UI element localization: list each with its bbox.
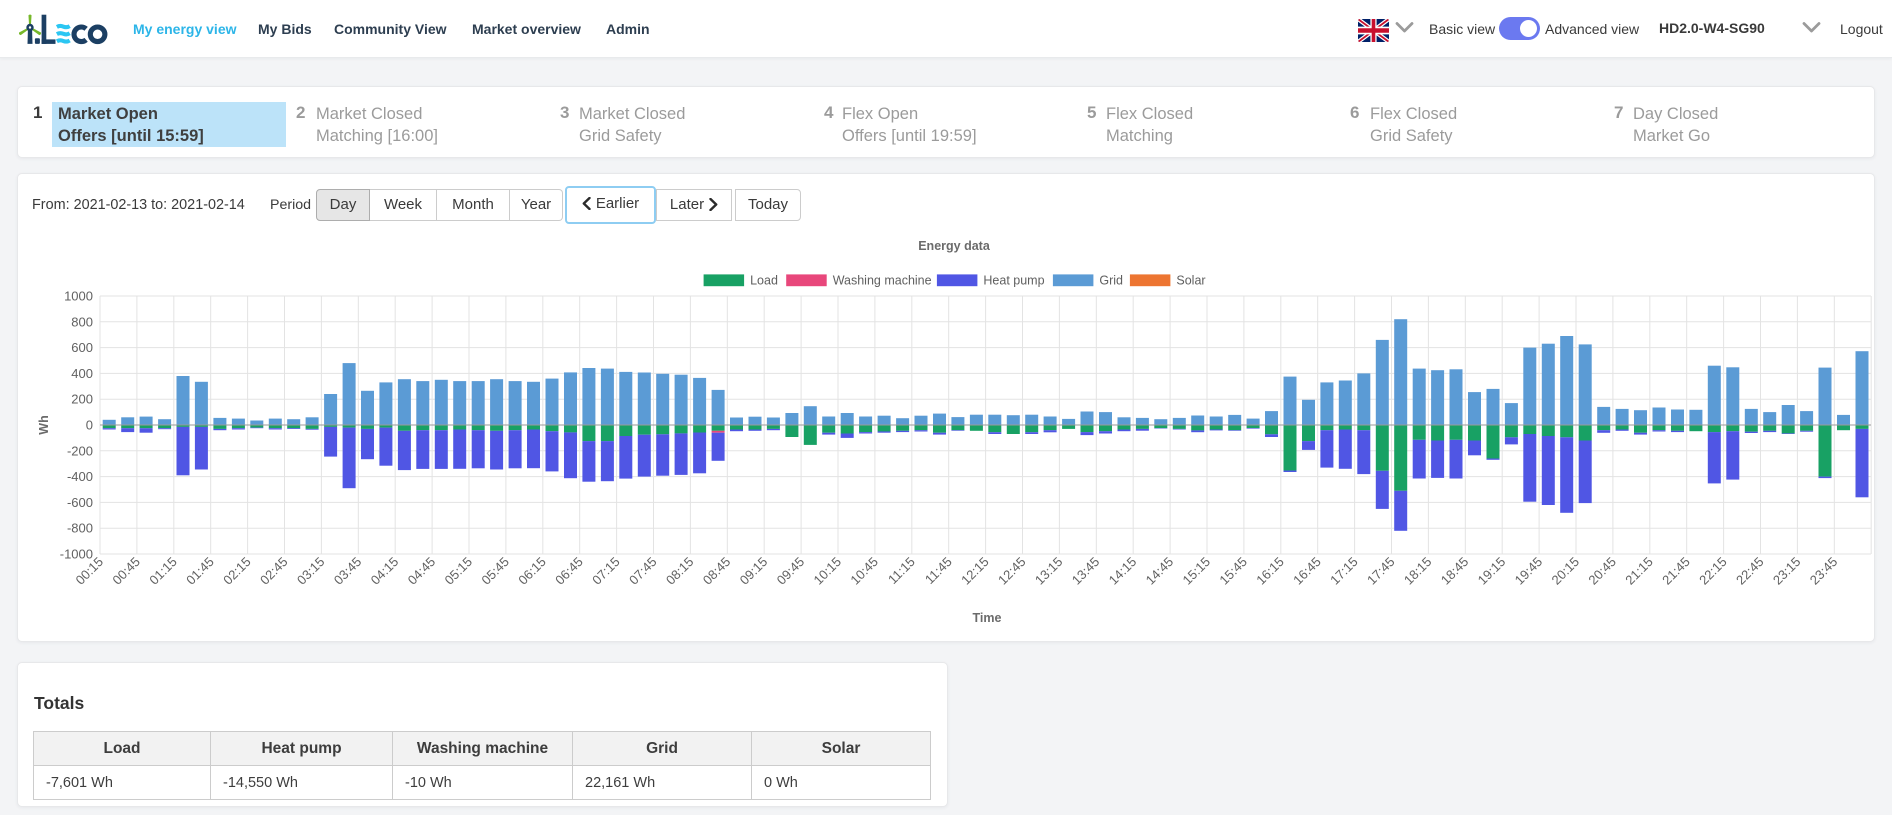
svg-text:18:45: 18:45 xyxy=(1438,554,1472,588)
svg-text:Time: Time xyxy=(973,611,1002,625)
svg-text:06:15: 06:15 xyxy=(515,554,549,588)
svg-text:17:15: 17:15 xyxy=(1327,554,1361,588)
svg-text:03:45: 03:45 xyxy=(331,554,365,588)
svg-text:600: 600 xyxy=(71,340,93,355)
svg-text:18:15: 18:15 xyxy=(1401,554,1435,588)
svg-text:-200: -200 xyxy=(67,443,93,458)
svg-text:14:45: 14:45 xyxy=(1143,554,1177,588)
svg-text:17:45: 17:45 xyxy=(1364,554,1398,588)
svg-text:Heat pump: Heat pump xyxy=(983,274,1044,288)
svg-text:-1000: -1000 xyxy=(60,547,93,562)
svg-text:23:45: 23:45 xyxy=(1807,554,1841,588)
svg-text:Wh: Wh xyxy=(37,415,51,434)
svg-text:-400: -400 xyxy=(67,469,93,484)
svg-text:01:45: 01:45 xyxy=(183,554,217,588)
svg-text:06:45: 06:45 xyxy=(552,554,586,588)
svg-text:23:15: 23:15 xyxy=(1770,554,1804,588)
svg-text:200: 200 xyxy=(71,392,93,407)
svg-text:19:45: 19:45 xyxy=(1512,554,1546,588)
svg-text:Solar: Solar xyxy=(1176,274,1205,288)
svg-text:09:15: 09:15 xyxy=(737,554,771,588)
svg-text:15:45: 15:45 xyxy=(1216,554,1250,588)
svg-text:22:45: 22:45 xyxy=(1733,554,1767,588)
svg-text:14:15: 14:15 xyxy=(1106,554,1140,588)
svg-text:02:45: 02:45 xyxy=(257,554,291,588)
svg-text:09:45: 09:45 xyxy=(774,554,808,588)
svg-text:-600: -600 xyxy=(67,495,93,510)
svg-text:Washing machine: Washing machine xyxy=(833,274,932,288)
svg-text:10:15: 10:15 xyxy=(811,554,845,588)
svg-text:13:45: 13:45 xyxy=(1069,554,1103,588)
svg-text:19:15: 19:15 xyxy=(1475,554,1509,588)
svg-text:08:45: 08:45 xyxy=(700,554,734,588)
svg-text:22:15: 22:15 xyxy=(1696,554,1730,588)
svg-text:00:45: 00:45 xyxy=(109,554,143,588)
svg-text:Load: Load xyxy=(750,274,778,288)
svg-text:08:15: 08:15 xyxy=(663,554,697,588)
svg-text:03:15: 03:15 xyxy=(294,554,328,588)
svg-text:21:15: 21:15 xyxy=(1622,554,1656,588)
svg-text:400: 400 xyxy=(71,366,93,381)
svg-text:12:45: 12:45 xyxy=(995,554,1029,588)
svg-text:1000: 1000 xyxy=(64,289,93,304)
svg-text:20:15: 20:15 xyxy=(1549,554,1583,588)
svg-text:07:45: 07:45 xyxy=(626,554,660,588)
svg-text:-800: -800 xyxy=(67,521,93,536)
svg-text:07:15: 07:15 xyxy=(589,554,623,588)
svg-text:16:15: 16:15 xyxy=(1253,554,1287,588)
svg-text:16:45: 16:45 xyxy=(1290,554,1324,588)
svg-text:04:15: 04:15 xyxy=(368,554,402,588)
svg-text:11:15: 11:15 xyxy=(885,554,918,587)
svg-text:05:15: 05:15 xyxy=(442,554,476,588)
svg-text:20:45: 20:45 xyxy=(1585,554,1619,588)
svg-text:0: 0 xyxy=(86,418,93,433)
svg-text:02:15: 02:15 xyxy=(220,554,254,588)
svg-text:21:45: 21:45 xyxy=(1659,554,1693,588)
svg-text:10:45: 10:45 xyxy=(847,554,881,588)
svg-text:Energy data: Energy data xyxy=(918,239,991,253)
svg-text:01:15: 01:15 xyxy=(146,554,180,588)
svg-text:13:15: 13:15 xyxy=(1032,554,1066,588)
svg-text:15:15: 15:15 xyxy=(1180,554,1214,588)
svg-text:12:15: 12:15 xyxy=(958,554,992,588)
svg-text:800: 800 xyxy=(71,314,93,329)
svg-text:04:45: 04:45 xyxy=(405,554,439,588)
svg-text:11:45: 11:45 xyxy=(922,554,955,587)
svg-text:05:45: 05:45 xyxy=(478,554,512,588)
svg-text:Grid: Grid xyxy=(1099,274,1123,288)
